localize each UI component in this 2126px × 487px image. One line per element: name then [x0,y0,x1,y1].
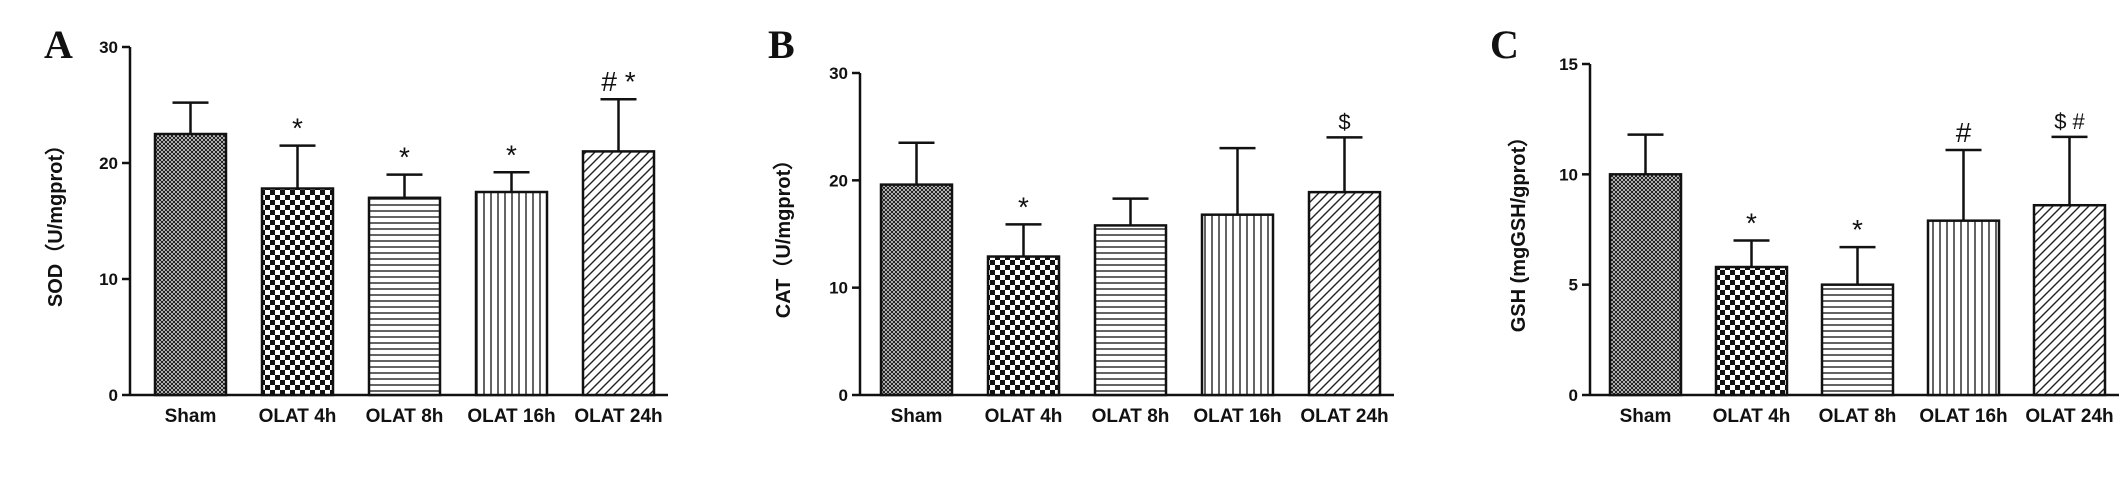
significance-mark: # [1956,117,1972,148]
category-label: OLAT 16h [1919,406,2007,427]
y-tick-label: 30 [829,64,848,83]
category-label: OLAT 8h [1092,406,1170,427]
category-label: Sham [165,406,217,427]
bar [474,190,549,397]
category-label: OLAT 24h [1300,406,1388,427]
plot-b: 0 10 20 30 CAT（U/mgprot） Sham OLAT 4h * OLAT 8h O… [772,64,1394,427]
category-label: OLAT 8h [1819,406,1897,427]
panel-b: B 0 10 20 30 CAT（U/mgprot） Sham OLAT 4h * OLAT 8… [768,22,1394,427]
plot-c: 0 5 10 15 GSH (mgGSH/gprot） Sham OLAT 4h * OLAT … [1507,55,2119,427]
plot-a: 0 10 20 30 SOD（U/mgprot） Sham OLAT 4h * OLAT 8h *… [44,38,668,427]
panel-letter-a: A [44,22,73,67]
y-tick-label: 10 [829,279,848,298]
significance-mark: * [1018,191,1029,222]
y-axis-title: SOD（U/mgprot） [44,135,67,307]
significance-mark: * [506,139,517,170]
significance-mark: * [1746,208,1757,239]
panel-letter-b: B [768,22,795,67]
bar [1608,173,1683,397]
bar [2032,203,2107,397]
y-tick-label: 20 [99,154,118,173]
y-tick-label: 30 [99,38,118,57]
category-label: OLAT 4h [259,406,337,427]
bar [986,255,1061,397]
significance-mark: # * [601,66,635,97]
bar [581,150,656,397]
bar [153,132,228,397]
category-label: OLAT 4h [1713,406,1791,427]
category-label: OLAT 8h [366,406,444,427]
significance-mark: $ # [2054,109,2085,134]
y-tick-label: 0 [1569,386,1578,405]
significance-mark: * [1852,214,1863,245]
bar [1820,283,1895,397]
y-tick-label: 10 [1559,165,1578,184]
y-tick-label: 0 [839,386,848,405]
y-axis-title: GSH (mgGSH/gprot） [1507,127,1530,333]
y-axis-title: CAT（U/mgprot） [772,150,795,319]
y-tick-label: 0 [109,386,118,405]
bar [1926,219,2001,397]
y-tick-label: 20 [829,171,848,190]
bar [260,187,335,397]
bar [1307,190,1382,397]
significance-mark: * [292,113,303,144]
y-tick-label: 15 [1559,55,1578,74]
category-label: Sham [1620,406,1672,427]
panel-letter-c: C [1490,22,1519,67]
bar [1200,213,1275,397]
panel-a: A 0 10 20 30 SOD（U/mgprot） Sham OLAT 4h * OLAT 8… [44,22,668,427]
category-label: OLAT 16h [467,406,555,427]
panel-c: C 0 5 10 15 GSH (mgGSH/gprot） Sham OLAT 4h * OLA… [1490,22,2119,427]
category-label: OLAT 24h [2025,406,2113,427]
y-tick-label: 5 [1569,276,1578,295]
significance-mark: * [399,142,410,173]
significance-mark: $ [1338,109,1350,134]
category-label: OLAT 16h [1193,406,1281,427]
bar [367,196,442,397]
category-label: OLAT 24h [574,406,662,427]
category-label: Sham [891,406,943,427]
bar [879,183,954,397]
category-label: OLAT 4h [985,406,1063,427]
bar [1093,224,1168,397]
y-tick-label: 10 [99,270,118,289]
bar [1714,265,1789,397]
